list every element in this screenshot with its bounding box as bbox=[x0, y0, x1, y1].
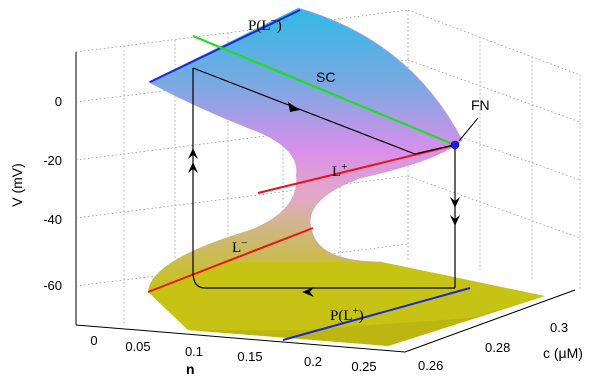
p-l-plus-line bbox=[282, 287, 471, 341]
v-tick-minus40: -40 bbox=[43, 212, 62, 227]
arrow-up-2 bbox=[188, 162, 198, 173]
arrow-on-upper-sheet bbox=[288, 102, 300, 112]
sc-line bbox=[192, 34, 456, 147]
n-tick-0: 0 bbox=[90, 333, 97, 348]
arrow-down-1 bbox=[450, 197, 460, 208]
n-tick-0-1: 0.1 bbox=[185, 344, 203, 359]
arrow-down-2 bbox=[450, 215, 460, 226]
fn-pointer bbox=[458, 117, 479, 142]
n-tick-0-2: 0.2 bbox=[304, 354, 322, 369]
v-axis-label: V (mV) bbox=[9, 163, 25, 207]
n-axis-label: n bbox=[186, 361, 195, 377]
v-tick-minus60: -60 bbox=[43, 278, 62, 293]
p-l-minus-line bbox=[149, 9, 301, 83]
l-minus-line bbox=[147, 227, 314, 293]
c-tick-0-28: 0.28 bbox=[485, 340, 510, 355]
v-tick-0: 0 bbox=[55, 94, 62, 109]
fn-point bbox=[450, 140, 460, 150]
c-tick-0-3: 0.3 bbox=[550, 320, 568, 335]
l-minus-label: L− bbox=[232, 237, 247, 256]
l-plus-line bbox=[257, 144, 456, 194]
bottom-sheet-shade bbox=[188, 296, 545, 346]
c-tick-0-26: 0.26 bbox=[418, 358, 443, 373]
p-l-plus-label: P(L+) bbox=[330, 305, 364, 324]
trajectory-arrows bbox=[188, 102, 460, 297]
l-plus-label: L+ bbox=[332, 161, 347, 180]
fn-label: FN bbox=[471, 97, 490, 113]
arrow-up-1 bbox=[188, 148, 198, 159]
v-tick-minus20: -20 bbox=[43, 153, 62, 168]
n-tick-0-25: 0.25 bbox=[351, 359, 376, 374]
manifold-fold-upper bbox=[297, 7, 463, 263]
c-axis-label: c (μM) bbox=[543, 345, 583, 361]
arrow-left-bottom bbox=[302, 287, 314, 297]
n-tick-0-15: 0.15 bbox=[237, 349, 262, 364]
p-l-minus-label: P(L−) bbox=[248, 15, 282, 34]
n-tick-0-05: 0.05 bbox=[125, 339, 150, 354]
sc-label: SC bbox=[316, 69, 335, 85]
critical-manifold-surface bbox=[148, 8, 462, 292]
